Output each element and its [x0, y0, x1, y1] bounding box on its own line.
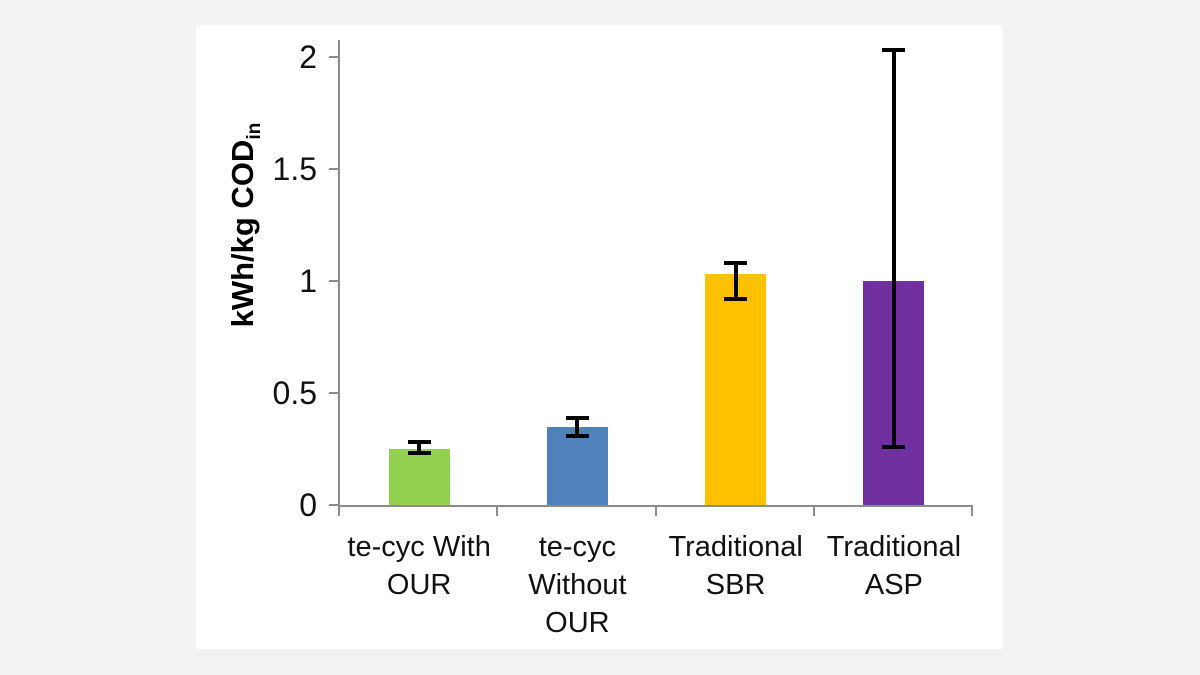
x-category-label: Traditional ASP	[815, 528, 973, 604]
x-axis-line	[338, 505, 973, 507]
y-axis-tick	[329, 504, 338, 506]
error-bar-cap-bottom	[565, 433, 589, 438]
error-bar-cap-top	[724, 261, 748, 266]
error-bar	[733, 263, 738, 299]
y-tick-label: 1.5	[272, 151, 317, 187]
x-category-label-line: OUR	[545, 607, 610, 639]
x-axis-tick	[654, 507, 657, 516]
x-axis-tick	[496, 507, 499, 516]
y-axis-tick	[329, 392, 338, 394]
x-category-label-line: te-cyc With	[347, 531, 491, 563]
y-tick-label: 1	[299, 263, 317, 299]
x-category-label: te-cyc With OUR	[340, 528, 498, 604]
x-category-label-line: te-cyc	[538, 531, 617, 563]
bar-te-cyc-without-our	[546, 426, 608, 505]
bar-traditional-sbr	[705, 274, 767, 505]
x-category-label-line: Traditional	[826, 531, 962, 563]
bar-te-cyc-with-our	[388, 449, 450, 505]
y-axis-tick	[329, 280, 338, 282]
x-axis-tick	[971, 507, 973, 516]
error-bar-cap-top	[882, 48, 906, 53]
x-category-label-line: OUR	[386, 569, 452, 601]
x-axis-tick	[338, 507, 340, 516]
y-axis-title: kWh/kg CODin	[225, 25, 265, 425]
error-bar-cap-bottom	[724, 296, 748, 301]
x-category-label-line: Without	[528, 569, 627, 601]
x-category-label: Traditional SBR	[657, 528, 815, 604]
x-category-label-line: SBR	[705, 569, 766, 601]
x-category-label-line: ASP	[864, 569, 923, 601]
error-bar-cap-bottom	[407, 451, 431, 456]
error-bar-cap-top	[407, 440, 431, 445]
y-axis-tick	[329, 56, 338, 58]
y-tick-label: 0.5	[272, 375, 317, 411]
y-tick-label: 2	[299, 39, 317, 75]
error-bar	[891, 50, 896, 447]
error-bar-cap-bottom	[882, 444, 906, 449]
error-bar	[575, 417, 580, 436]
error-bar-cap-top	[565, 415, 589, 420]
x-category-label: te-cyc Without OUR	[498, 528, 656, 642]
y-axis-tick	[329, 168, 338, 170]
error-bar	[417, 442, 422, 454]
chart-panel: kWh/kg CODin 0 0.5 1 1.5 2 te-cyc With OUR te-c…	[196, 25, 1003, 649]
y-axis-title-subscript: in	[244, 122, 266, 140]
x-axis-tick	[812, 507, 815, 516]
x-category-label-line: Traditional	[668, 531, 803, 563]
y-tick-label: 0	[299, 487, 317, 523]
y-axis-line	[338, 40, 340, 507]
